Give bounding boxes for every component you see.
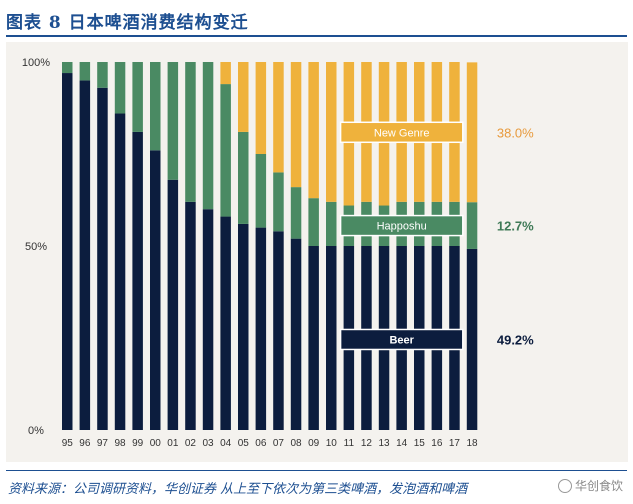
bar-new-genre-08	[290, 62, 302, 188]
bar-new-genre-04	[220, 62, 231, 85]
bar-beer-04	[220, 216, 231, 430]
bar-happoshu-02	[185, 62, 196, 202]
annotation-happoshu: 12.7%	[497, 219, 534, 234]
legend-box-beer	[339, 328, 464, 351]
figure-title: 图表 8 日本啤酒消费结构变迁	[6, 13, 249, 33]
watermark-logo-icon	[557, 478, 572, 493]
bar-new-genre-10	[326, 62, 337, 202]
x-tick-label-00: 00	[150, 438, 162, 449]
bar-beer-99	[132, 131, 143, 431]
legend-label-beer: Beer	[389, 334, 414, 346]
x-tick-label-16: 16	[431, 438, 443, 449]
bar-beer-10	[326, 246, 337, 430]
bar-beer-07	[273, 231, 284, 430]
bar-new-genre-07	[273, 62, 284, 173]
bar-new-genre-05	[238, 62, 249, 132]
bar-happoshu-01	[167, 62, 179, 180]
bar-beer-06	[255, 227, 267, 430]
x-tick-label-99: 99	[132, 438, 144, 449]
y-tick-label-0: 0%	[28, 425, 44, 437]
x-tick-label-09: 09	[308, 438, 320, 449]
legend-box-new-genre	[339, 121, 464, 144]
legend-label-happoshu: Happoshu	[377, 221, 427, 233]
x-tick-label-06: 06	[255, 438, 267, 449]
bar-beer-96	[79, 80, 91, 431]
legend-label-new-genre: New Genre	[374, 127, 430, 139]
bar-new-genre-09	[308, 62, 319, 199]
x-tick-label-12: 12	[361, 438, 373, 449]
x-tick-label-15: 15	[414, 438, 426, 449]
x-tick-label-11: 11	[344, 438, 355, 449]
x-tick-label-14: 14	[396, 438, 408, 449]
bar-beer-98	[114, 113, 126, 431]
x-tick-label-07: 07	[273, 438, 285, 449]
bar-beer-05	[238, 223, 249, 430]
bar-happoshu-10	[326, 201, 337, 246]
x-tick-label-95: 95	[62, 438, 74, 449]
x-tick-label-02: 02	[185, 438, 197, 449]
x-tick-label-01: 01	[167, 438, 179, 449]
bar-beer-95	[62, 73, 73, 430]
x-tick-label-05: 05	[238, 438, 250, 449]
x-tick-label-96: 96	[79, 438, 91, 449]
bar-happoshu-06	[255, 154, 267, 228]
bar-happoshu-09	[308, 198, 319, 246]
bar-happoshu-03	[202, 62, 214, 210]
bar-beer-01	[167, 179, 179, 430]
bar-beer-18	[466, 248, 478, 430]
watermark: 华创食饮	[557, 477, 623, 494]
bar-happoshu-97	[97, 62, 108, 88]
bar-beer-03	[202, 209, 214, 430]
bar-beer-09	[308, 246, 319, 430]
bar-new-genre-06	[255, 62, 267, 154]
legend-box-happoshu	[339, 214, 464, 237]
figure-title-bar: 图表 8 日本啤酒消费结构变迁	[6, 4, 627, 37]
x-tick-label-17: 17	[449, 438, 461, 449]
x-tick-label-10: 10	[326, 438, 338, 449]
bar-happoshu-00	[150, 62, 161, 151]
bar-beer-97	[97, 87, 108, 430]
watermark-text: 华创食饮	[574, 479, 623, 493]
annotation-beer: 49.2%	[497, 332, 534, 347]
x-tick-label-03: 03	[202, 438, 214, 449]
bar-beer-08	[290, 238, 302, 430]
bar-beer-00	[150, 150, 161, 430]
x-tick-label-13: 13	[378, 438, 390, 449]
bar-happoshu-96	[79, 62, 91, 81]
bar-happoshu-18	[466, 202, 478, 249]
source-note: 资料来源：公司调研资料，华创证券 从上至下依次为第三类啤酒，发泡酒和啤酒	[8, 482, 468, 497]
x-tick-label-98: 98	[114, 438, 126, 449]
bar-happoshu-04	[220, 84, 231, 217]
bar-beer-02	[185, 201, 196, 430]
y-tick-label-50: 50%	[25, 241, 47, 253]
bar-happoshu-05	[238, 131, 249, 224]
x-tick-label-08: 08	[290, 438, 302, 449]
bar-happoshu-08	[290, 187, 302, 239]
bar-happoshu-95	[62, 62, 73, 74]
y-tick-label-100: 100%	[22, 57, 50, 69]
chart-panel: 0% 50% 100% 95 96 97 98 99 00 01 02 03 04 05 06 07 08 09 1…	[6, 42, 628, 462]
x-tick-label-04: 04	[220, 438, 232, 449]
annotation-new-genre: 38.0%	[497, 125, 534, 140]
x-tick-label-97: 97	[97, 438, 109, 449]
stacked-bar-chart: 0% 50% 100% 95 96 97 98 99 00 01 02 03 04 05 06 07 08 09 1…	[22, 57, 534, 449]
source-divider	[6, 470, 627, 471]
bar-happoshu-98	[114, 62, 126, 114]
title-divider	[6, 35, 627, 37]
bar-new-genre-18	[466, 62, 478, 203]
x-tick-label-18: 18	[466, 438, 478, 449]
bar-happoshu-07	[273, 172, 284, 232]
bar-happoshu-99	[132, 62, 143, 132]
